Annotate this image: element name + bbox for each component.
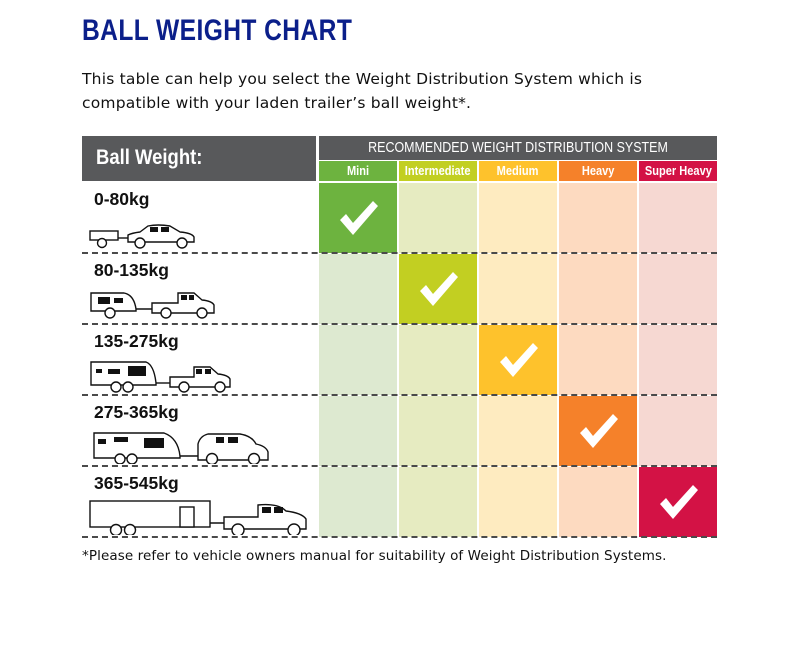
table-cell <box>319 254 397 324</box>
row-divider <box>82 252 717 254</box>
recommended-cell <box>319 183 397 253</box>
table-cell <box>399 467 477 537</box>
recommended-cell <box>479 325 557 395</box>
table-cell <box>479 183 557 253</box>
table-cell <box>559 183 637 253</box>
table-cell <box>319 325 397 395</box>
column-header-label: Intermediate <box>405 163 471 178</box>
ute-with-tandem-caravan-icon <box>88 357 233 397</box>
row-label: 365-545kg <box>94 473 179 493</box>
checkmark-icon <box>500 343 538 377</box>
suv-with-large-caravan-icon <box>88 428 273 468</box>
column-header-label: Medium <box>497 163 539 178</box>
table-cell <box>319 467 397 537</box>
column-header-super-heavy: Super Heavy <box>639 161 717 181</box>
column-header-heavy: Heavy <box>559 161 637 181</box>
table-cell <box>479 467 557 537</box>
checkmark-icon <box>580 414 618 448</box>
row-divider <box>82 536 717 538</box>
group-header: RECOMMENDED WEIGHT DISTRIBUTION SYSTEM <box>319 136 717 160</box>
table-cell <box>559 254 637 324</box>
intro-text: This table can help you select the Weigh… <box>82 70 643 112</box>
column-header-medium: Medium <box>479 161 557 181</box>
column-header-mini: Mini <box>319 161 397 181</box>
footnote: *Please refer to vehicle owners manual f… <box>82 548 667 564</box>
column-header-label: Super Heavy <box>644 163 712 178</box>
row-divider <box>82 394 717 396</box>
column-header-label: Heavy <box>581 163 615 178</box>
table-cell <box>399 183 477 253</box>
car-with-box-trailer-icon <box>88 223 198 253</box>
table-cell <box>559 467 637 537</box>
row-divider <box>82 465 717 467</box>
row-label: 275-365kg <box>94 402 179 422</box>
table-cell <box>319 396 397 466</box>
recommended-cell <box>399 254 477 324</box>
checkmark-icon <box>660 485 698 519</box>
table-cell <box>559 325 637 395</box>
page-title: BALL WEIGHT CHART <box>82 14 353 47</box>
checkmark-icon <box>420 272 458 306</box>
recommended-cell <box>559 396 637 466</box>
row-label: 0-80kg <box>94 189 150 209</box>
row-divider <box>82 323 717 325</box>
table-cell <box>639 396 717 466</box>
row-header-label: Ball Weight: <box>96 146 203 169</box>
checkmark-icon <box>340 201 378 235</box>
row-label: 135-275kg <box>94 331 179 351</box>
table-cell <box>639 254 717 324</box>
table-cell <box>639 325 717 395</box>
row-label: 80-135kg <box>94 260 169 280</box>
table-cell <box>479 254 557 324</box>
table-cell <box>399 396 477 466</box>
ball-weight-table: Ball Weight: RECOMMENDED WEIGHT DISTRIBU… <box>82 136 717 539</box>
table-cell <box>639 183 717 253</box>
ute-with-small-caravan-icon <box>88 287 218 323</box>
recommended-cell <box>639 467 717 537</box>
row-header: Ball Weight: <box>82 136 316 181</box>
truck-with-enclosed-trailer-icon <box>88 497 313 539</box>
group-header-label: RECOMMENDED WEIGHT DISTRIBUTION SYSTEM <box>368 140 668 156</box>
column-header-label: Mini <box>346 163 370 178</box>
table-cell <box>479 396 557 466</box>
table-cell <box>399 325 477 395</box>
column-header-intermediate: Intermediate <box>399 161 477 181</box>
